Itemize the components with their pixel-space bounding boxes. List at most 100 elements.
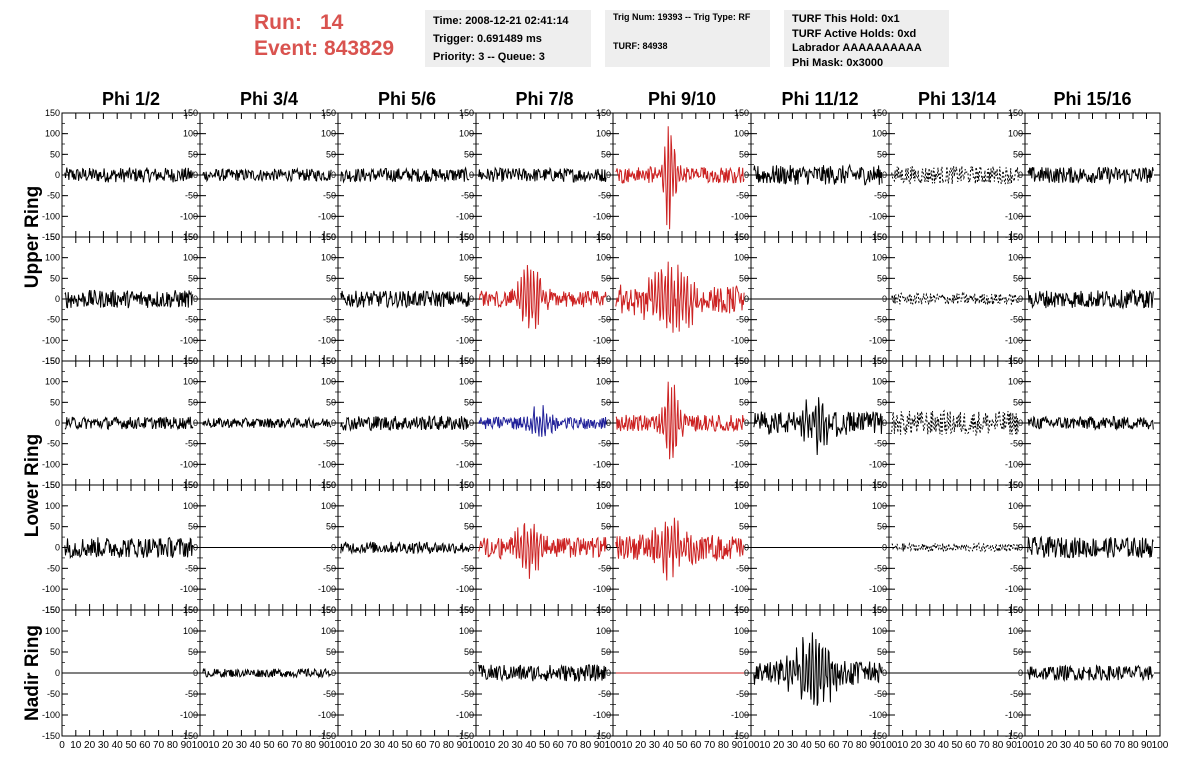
- waveform-trace: [1027, 415, 1154, 431]
- y-tick-label: 0: [331, 543, 336, 553]
- y-tick-label: 50: [739, 397, 749, 407]
- x-tick-label: 20: [1046, 740, 1058, 751]
- x-tick-label: 50: [951, 740, 963, 751]
- y-tick-label: 50: [739, 522, 749, 532]
- y-tick-label: 50: [50, 273, 60, 283]
- y-tick-label: -100: [180, 211, 198, 221]
- y-tick-label: -50: [1010, 191, 1023, 201]
- waveform-trace: [753, 632, 883, 706]
- x-tick-label: 80: [443, 740, 455, 751]
- y-tick-label: -50: [461, 563, 474, 573]
- waveform-trace: [478, 405, 607, 437]
- ring-label: Lower Ring: [22, 434, 43, 537]
- column-title: Phi 1/2: [102, 89, 160, 109]
- y-tick-label: -50: [185, 191, 198, 201]
- x-tick-label: 20: [635, 740, 647, 751]
- y-tick-label: 100: [596, 129, 611, 139]
- column-title: Phi 5/6: [378, 89, 436, 109]
- x-tick-label: 60: [965, 740, 977, 751]
- y-tick-label: -50: [874, 439, 887, 449]
- y-tick-label: 0: [1018, 418, 1023, 428]
- y-tick-label: 0: [606, 668, 611, 678]
- y-tick-label: 150: [45, 480, 60, 490]
- y-tick-label: 50: [877, 397, 887, 407]
- y-tick-label: -100: [1005, 710, 1023, 720]
- y-tick-label: -100: [456, 710, 474, 720]
- y-tick-label: 150: [321, 108, 336, 118]
- y-tick-label: 100: [872, 501, 887, 511]
- y-tick-label: 0: [744, 543, 749, 553]
- waveform-trace: [202, 667, 332, 679]
- y-tick-label: 50: [1013, 647, 1023, 657]
- y-tick-label: -50: [736, 439, 749, 449]
- y-tick-label: 50: [1013, 522, 1023, 532]
- y-tick-label: -100: [42, 710, 60, 720]
- y-tick-label: 150: [183, 108, 198, 118]
- y-tick-label: 50: [601, 647, 611, 657]
- y-tick-label: 150: [596, 232, 611, 242]
- x-tick-label: 70: [1114, 740, 1126, 751]
- y-tick-label: -50: [874, 689, 887, 699]
- waveform-trace: [615, 381, 745, 460]
- y-tick-label: 150: [1008, 480, 1023, 490]
- x-tick-label: 90: [181, 740, 193, 751]
- y-tick-label: 100: [45, 377, 60, 387]
- waveform-trace: [478, 166, 607, 183]
- waveform-trace: [64, 537, 194, 560]
- y-tick-label: 150: [45, 605, 60, 615]
- waveform-trace: [478, 663, 607, 683]
- y-tick-label: 0: [882, 543, 887, 553]
- x-tick-label: 0: [59, 740, 65, 751]
- x-tick-label: 100: [192, 740, 209, 751]
- x-tick-label: 90: [1141, 740, 1153, 751]
- y-tick-label: -150: [456, 731, 474, 741]
- y-tick-label: 50: [739, 149, 749, 159]
- y-tick-label: -100: [731, 584, 749, 594]
- y-tick-label: -150: [42, 356, 60, 366]
- y-tick-label: 150: [734, 605, 749, 615]
- waveform-trace: [615, 261, 745, 333]
- y-tick-label: 50: [1013, 397, 1023, 407]
- y-tick-label: -50: [47, 689, 60, 699]
- y-tick-label: -50: [1010, 689, 1023, 699]
- event-row: Event: 843829: [254, 36, 394, 62]
- y-tick-label: 0: [331, 668, 336, 678]
- y-tick-label: 50: [50, 647, 60, 657]
- y-tick-label: 150: [1008, 232, 1023, 242]
- y-tick-label: 150: [321, 605, 336, 615]
- waveform-trace: [478, 523, 607, 579]
- x-tick-label: 50: [125, 740, 137, 751]
- y-tick-label: -150: [731, 731, 749, 741]
- turf-hold-line: TURF This Hold: 0x1: [792, 13, 900, 25]
- y-tick-label: -50: [1010, 439, 1023, 449]
- y-tick-label: -50: [323, 315, 336, 325]
- x-tick-label: 30: [374, 740, 386, 751]
- y-tick-label: -100: [42, 335, 60, 345]
- y-tick-label: -100: [456, 211, 474, 221]
- y-tick-label: 100: [321, 253, 336, 263]
- y-tick-label: -100: [318, 459, 336, 469]
- x-tick-label: 10: [759, 740, 771, 751]
- y-tick-label: 100: [459, 253, 474, 263]
- y-tick-label: 100: [596, 377, 611, 387]
- y-tick-label: -100: [731, 459, 749, 469]
- waveform-trace: [615, 126, 745, 230]
- y-tick-label: 50: [326, 149, 336, 159]
- y-tick-label: 100: [459, 626, 474, 636]
- y-tick-label: 50: [464, 522, 474, 532]
- phi-mask-line: Phi Mask: 0x3000: [792, 56, 884, 69]
- y-tick-label: -50: [736, 191, 749, 201]
- y-tick-label: -100: [456, 335, 474, 345]
- y-tick-label: 0: [331, 418, 336, 428]
- y-tick-label: 50: [877, 647, 887, 657]
- waveform-trace: [478, 264, 607, 329]
- y-tick-label: 50: [188, 397, 198, 407]
- y-tick-label: 0: [469, 668, 474, 678]
- x-tick-label: 90: [319, 740, 331, 751]
- y-tick-label: 150: [183, 480, 198, 490]
- y-tick-label: -100: [42, 584, 60, 594]
- y-tick-label: -100: [593, 584, 611, 594]
- column-title: Phi 13/14: [918, 89, 996, 109]
- waveform-trace: [891, 541, 1019, 554]
- y-tick-label: 0: [469, 418, 474, 428]
